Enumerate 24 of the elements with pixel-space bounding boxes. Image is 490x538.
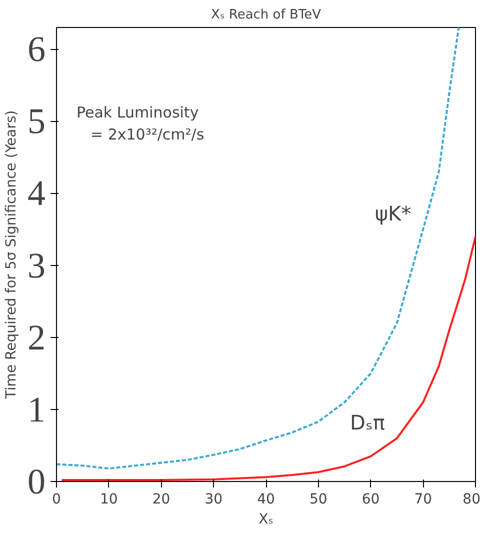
x-tick-label: 60 <box>362 492 380 508</box>
x-axis-title: Xₛ <box>258 512 274 528</box>
x-tick-label: 50 <box>309 492 328 508</box>
y-tick-label: 1 <box>28 389 46 430</box>
annotation: Peak Luminosity <box>76 104 199 122</box>
line-series <box>60 235 476 482</box>
y-tick-label: 4 <box>28 173 46 214</box>
x-tick-label: 30 <box>204 492 223 508</box>
annotation: = 2x10³²/cm²/s <box>90 126 204 144</box>
x-tick-label: 10 <box>100 492 118 508</box>
line-series <box>56 28 460 470</box>
y-axis-title: Time Required for 5σ Significance (Years) <box>4 110 20 400</box>
x-tick-label: 0 <box>52 492 61 508</box>
y-tick-label: 3 <box>28 245 46 286</box>
y-tick-label: 6 <box>28 29 46 70</box>
x-tick-label: 40 <box>257 492 275 508</box>
x-tick-label: 70 <box>414 492 432 508</box>
y-tick-label: 2 <box>28 317 46 358</box>
series-label: Dₛπ <box>350 410 385 434</box>
x-tick-label: 80 <box>462 492 481 508</box>
y-tick-label: 5 <box>28 101 46 142</box>
x-tick-label: 20 <box>152 492 170 508</box>
series-label: ψK* <box>374 201 412 226</box>
chart-title: Xₛ Reach of BTeV <box>210 8 322 22</box>
